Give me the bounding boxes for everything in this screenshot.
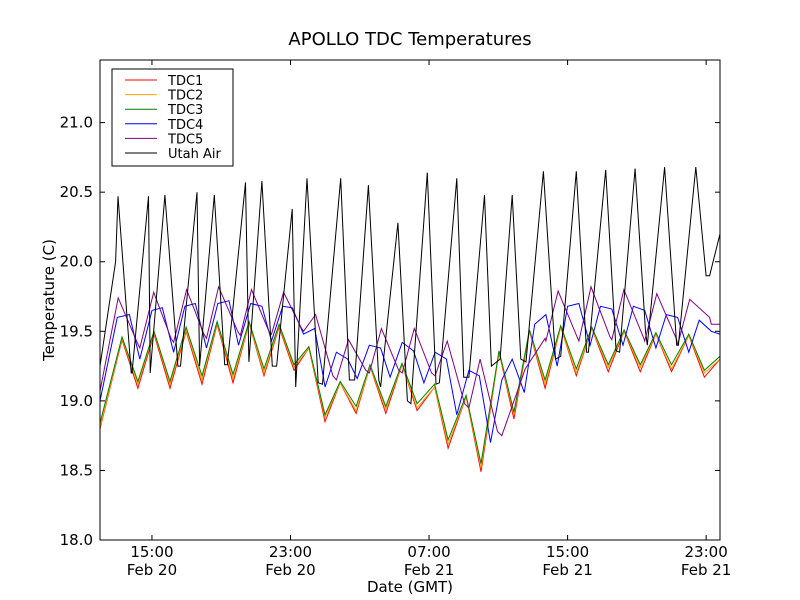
legend-label-tdc2: TDC2 bbox=[167, 89, 203, 104]
x-axis-label: Date (GMT) bbox=[367, 578, 453, 596]
x-tick-label-date: Feb 21 bbox=[681, 561, 731, 579]
series-line-tdc4 bbox=[100, 300, 720, 443]
legend-frame bbox=[111, 68, 234, 167]
y-tick-label: 18.5 bbox=[60, 461, 93, 479]
plot-frame bbox=[99, 59, 721, 541]
x-tick-label-time: 15:00 bbox=[130, 543, 173, 561]
x-tick-label-time: 07:00 bbox=[407, 543, 450, 561]
x-tick-label-date: Feb 20 bbox=[127, 561, 177, 579]
legend-label-tdc3: TDC3 bbox=[167, 103, 203, 118]
y-tick-label: 21.0 bbox=[60, 114, 93, 132]
y-tick-label: 20.5 bbox=[60, 183, 93, 201]
y-axis-label: Temperature (C) bbox=[40, 239, 58, 362]
x-tick-label-time: 15:00 bbox=[546, 543, 589, 561]
x-tick-label-date: Feb 21 bbox=[404, 561, 454, 579]
legend-label-tdc1: TDC1 bbox=[167, 74, 203, 89]
y-tick-label: 19.5 bbox=[60, 322, 93, 340]
legend-label-tdc4: TDC4 bbox=[167, 118, 203, 133]
y-tick-label: 19.0 bbox=[60, 392, 93, 410]
x-tick-label-date: Feb 21 bbox=[542, 561, 592, 579]
y-tick-label: 20.0 bbox=[60, 253, 93, 271]
x-tick-label-time: 23:00 bbox=[269, 543, 312, 561]
y-tick-label: 18.0 bbox=[60, 531, 93, 549]
chart-title: APOLLO TDC Temperatures bbox=[288, 29, 531, 50]
series-line-tdc5 bbox=[100, 285, 720, 437]
x-tick-label-time: 23:00 bbox=[685, 543, 728, 561]
legend-label-tdc5: TDC5 bbox=[167, 132, 203, 147]
legend-label-utah-air: Utah Air bbox=[168, 147, 221, 162]
x-tick-label-date: Feb 20 bbox=[265, 561, 315, 579]
series-line-utah-air bbox=[100, 167, 720, 405]
series-layer bbox=[100, 167, 720, 472]
